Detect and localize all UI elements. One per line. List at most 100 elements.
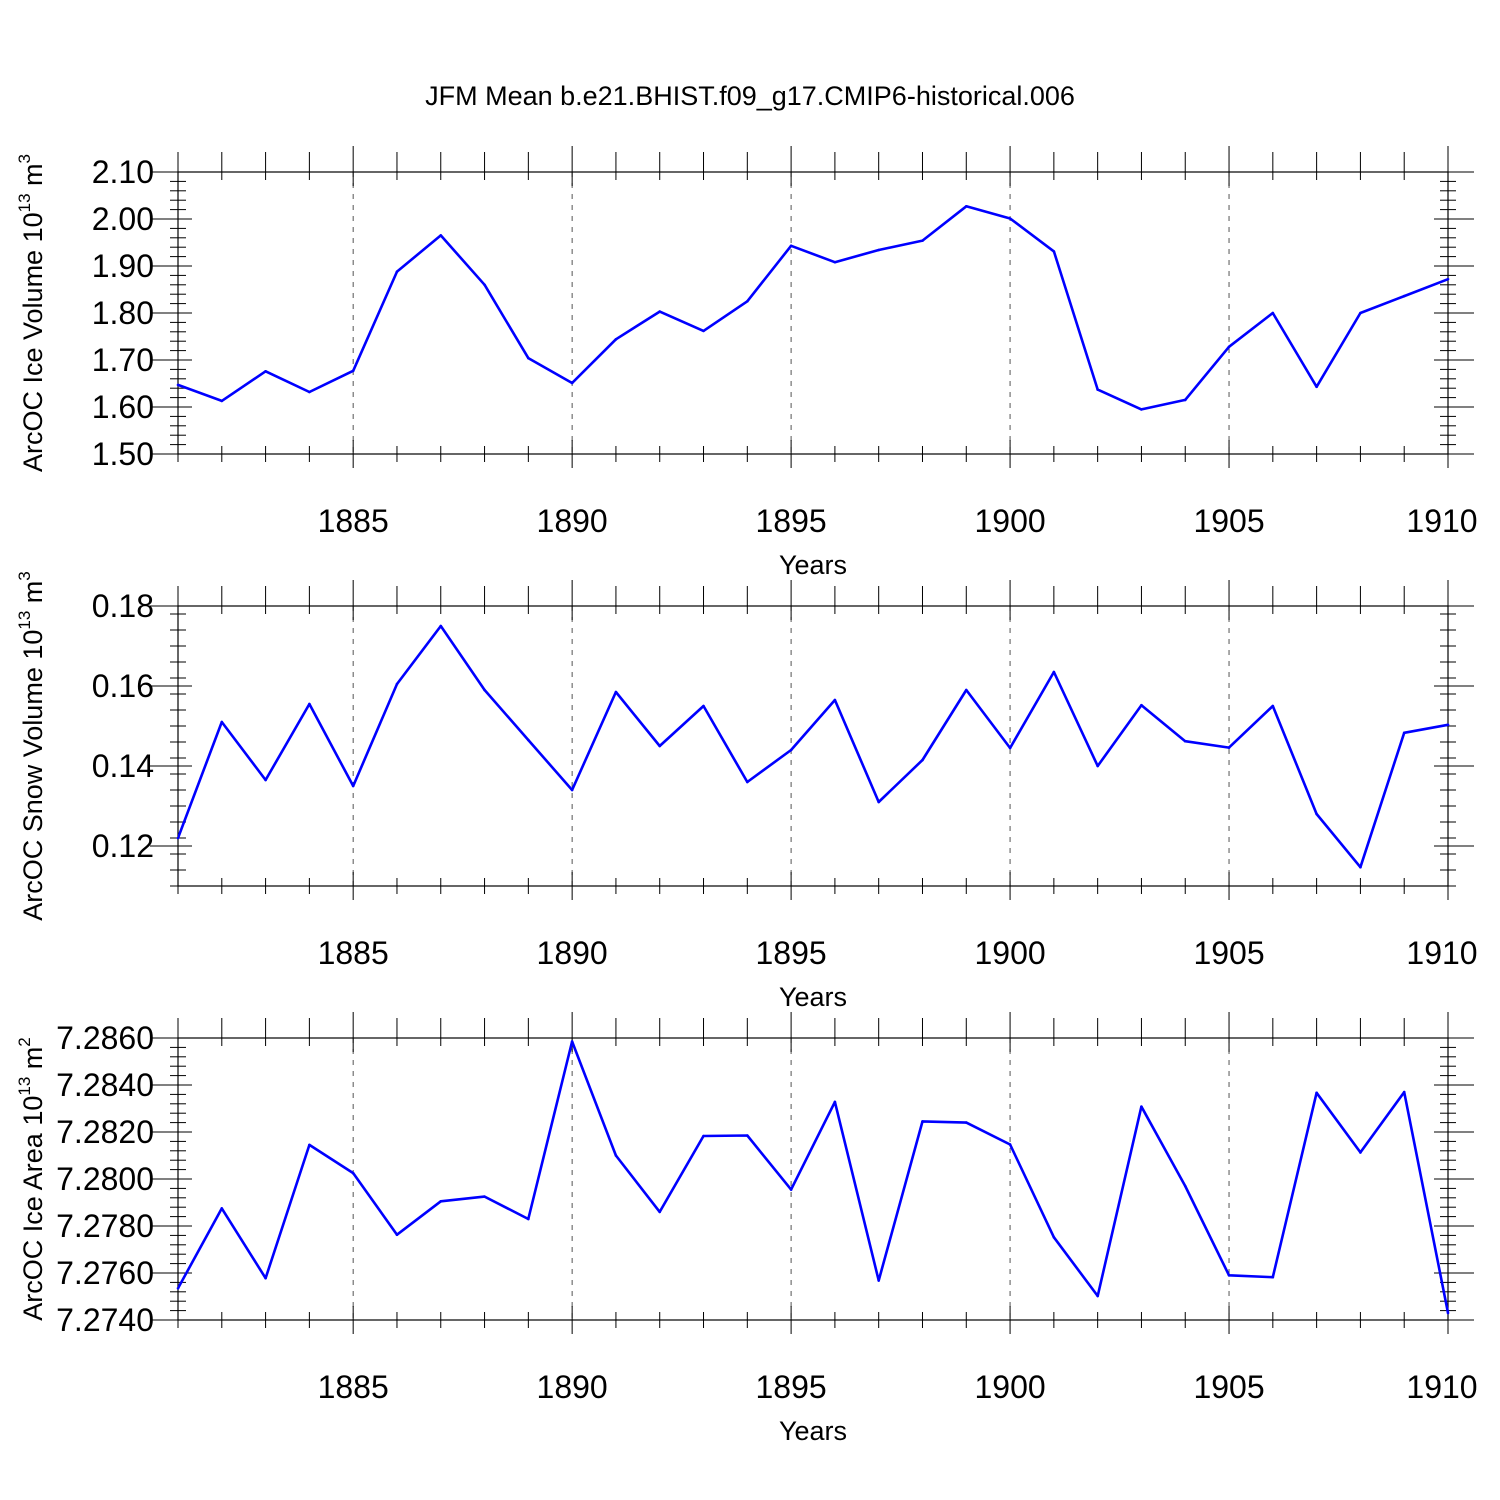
- x-tick-label: 1885: [318, 935, 389, 971]
- data-point: [351, 369, 355, 373]
- data-point: [220, 720, 224, 724]
- plot-frame: [177, 1037, 1449, 1321]
- data-point: [1008, 1143, 1012, 1146]
- data-point: [1446, 1311, 1450, 1315]
- y-axis-label: ArcOC Ice Volume 1013 m3: [15, 154, 48, 472]
- y-axis-label-unit-exponent: 3: [15, 154, 34, 163]
- data-point: [702, 329, 705, 333]
- data-point: [1183, 398, 1187, 402]
- data-point: [702, 704, 705, 708]
- x-tick-label: 1890: [537, 1369, 608, 1405]
- y-tick-label: 1.80: [92, 295, 154, 331]
- x-tick-label: 1895: [756, 1369, 827, 1405]
- data-point: [877, 1279, 880, 1282]
- data-point: [658, 744, 662, 748]
- x-tick-label: 1905: [1193, 1369, 1264, 1405]
- data-point: [527, 738, 530, 742]
- data-point: [833, 698, 837, 702]
- data-point: [1359, 1151, 1362, 1154]
- x-tick-label: 1910: [1406, 503, 1477, 539]
- y-tick-label: 1.60: [92, 389, 154, 425]
- y-axis-label-unit: m: [18, 1047, 48, 1077]
- data-point: [1008, 217, 1012, 220]
- y-axis-label: ArcOC Snow Volume 1013 m3: [15, 571, 48, 921]
- data-point: [1271, 704, 1275, 708]
- y-tick-label: 7.2820: [56, 1114, 154, 1150]
- data-point: [1359, 865, 1362, 869]
- y-tick-label: 7.2740: [56, 1302, 154, 1338]
- data-point: [176, 383, 180, 387]
- data-point: [1140, 1105, 1143, 1108]
- data-point: [308, 702, 311, 706]
- data-point: [1052, 1235, 1056, 1239]
- data-point: [1183, 1184, 1187, 1188]
- y-axis-label-unit: m: [18, 581, 48, 611]
- y-axis-label-text: ArcOC Ice Area 10: [18, 1096, 48, 1321]
- data-point: [264, 778, 267, 782]
- data-point: [1315, 385, 1318, 389]
- y-axis-label-exponent: 13: [15, 1077, 34, 1096]
- y-axis-label: ArcOC Ice Area 1013 m2: [15, 1037, 48, 1321]
- series-line: [178, 1040, 1450, 1314]
- x-tick-label: 1885: [318, 503, 389, 539]
- data-point: [1315, 1091, 1318, 1095]
- data-point: [483, 688, 486, 692]
- series-line: [178, 205, 1449, 411]
- y-axis-label-unit: m: [18, 163, 48, 193]
- data-point: [614, 1154, 618, 1157]
- y-axis-label-unit-exponent: 2: [15, 1037, 34, 1046]
- data-point: [264, 1276, 267, 1280]
- data-point: [789, 1188, 793, 1191]
- data-point: [1227, 746, 1231, 749]
- series-line: [178, 624, 1449, 869]
- y-axis-label-exponent: 13: [15, 611, 34, 630]
- figure-title: JFM Mean b.e21.BHIST.f09_g17.CMIP6-histo…: [425, 81, 1075, 111]
- x-tick-label: 1890: [537, 503, 608, 539]
- panel-ice-area: 7.2740 7.2760 7.2780 7.2800 7.2820 7.2840 7.28…: [15, 1012, 1478, 1446]
- data-point: [176, 1286, 180, 1290]
- panel-snow-volume: 0.12 0.14 0.16 0.18 1885 1890 1895 1900 1905 1910…: [15, 571, 1478, 1012]
- data-point: [439, 1200, 443, 1203]
- data-point: [658, 1210, 662, 1214]
- data-point: [1446, 723, 1450, 727]
- data-point: [527, 1217, 530, 1221]
- data-point: [1096, 388, 1099, 391]
- data-point: [1359, 311, 1362, 315]
- data-point: [1271, 311, 1275, 315]
- data-point: [527, 356, 530, 360]
- y-tick-label: 1.70: [92, 342, 154, 378]
- data-point: [395, 270, 399, 273]
- data-point: [1227, 345, 1231, 349]
- data-point: [746, 780, 749, 784]
- y-tick-label: 2.10: [92, 154, 154, 190]
- y-tick-label: 2.00: [92, 201, 154, 237]
- x-axis-label: Years: [779, 1416, 847, 1446]
- plot-frame: [177, 171, 1449, 455]
- data-point: [789, 748, 793, 752]
- y-tick-label: 7.2860: [56, 1020, 154, 1056]
- y-axis-label-text: ArcOC Ice Volume 10: [18, 212, 48, 472]
- data-point: [1008, 746, 1012, 750]
- data-point: [483, 1195, 486, 1198]
- data-point: [1052, 670, 1056, 674]
- data-point: [308, 1143, 311, 1147]
- x-axis-label: Years: [779, 550, 847, 580]
- data-point: [483, 283, 486, 287]
- data-point: [570, 381, 574, 385]
- y-tick-label: 0.14: [92, 748, 154, 784]
- x-tick-label: 1910: [1406, 1369, 1477, 1405]
- data-point: [746, 1134, 749, 1137]
- data-point: [308, 390, 311, 394]
- y-tick-label: 7.2840: [56, 1067, 154, 1103]
- data-point: [877, 800, 880, 804]
- data-point: [1227, 1274, 1231, 1277]
- data-point: [351, 784, 355, 788]
- data-point: [1402, 731, 1406, 735]
- data-point: [833, 260, 837, 264]
- data-point: [1402, 294, 1406, 298]
- data-point: [1052, 250, 1056, 253]
- data-point: [395, 682, 399, 686]
- y-tick-label: 0.18: [92, 588, 154, 624]
